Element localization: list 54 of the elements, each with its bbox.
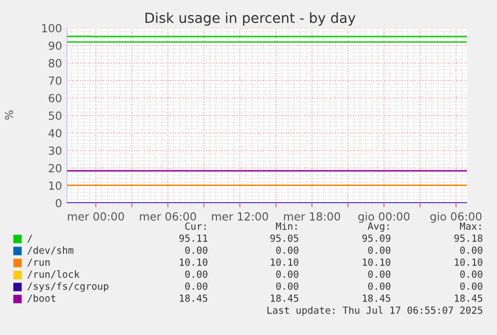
text: 0.00 (460, 282, 482, 290)
text: Cur: (185, 222, 206, 230)
text: 0.00 (368, 246, 390, 254)
text: 0.00 (368, 282, 390, 290)
x-tick-label: gio 00:00 (358, 212, 410, 223)
y-tick-label: 40 (48, 128, 62, 138)
y-tick-label: 90 (48, 41, 62, 50)
text: 0.00 (460, 246, 482, 254)
legend-label: / (27, 234, 32, 243)
text: 95.18 (454, 234, 482, 242)
text: 95.11 (179, 234, 208, 242)
y-tick-label: 10 (49, 181, 62, 190)
text: Last update: Thu Jul 17 06:55:07 2025 (267, 306, 482, 316)
text: 18.45 (180, 294, 208, 302)
x-tick-label: mer 18:00 (284, 212, 340, 221)
legend-label: /sys/fs/cgroup (27, 282, 108, 292)
x-tick-label: gio 06:00 (430, 212, 482, 223)
text: 10.10 (454, 258, 482, 266)
y-tick-label: 20 (48, 164, 62, 172)
text: Max: (460, 222, 481, 230)
y-tick-label: 50 (48, 111, 62, 120)
text: 95.09 (362, 234, 390, 242)
y-tick-label: 100 (42, 24, 62, 32)
y-axis-title: % (4, 110, 14, 120)
legend-label: /boot (27, 294, 56, 303)
text: 0.00 (368, 270, 390, 278)
text: 18.45 (270, 294, 298, 302)
text: 95.05 (270, 234, 298, 242)
legend-label: /dev/shm (27, 246, 74, 255)
text: 18.45 (454, 294, 482, 302)
x-tick-label: mer 00:00 (68, 212, 124, 221)
text: 0.00 (185, 246, 208, 254)
text: 18.45 (362, 294, 390, 302)
x-tick-label: mer 12:00 (212, 212, 268, 221)
text: Min: (276, 222, 297, 230)
text: 10.10 (270, 258, 298, 266)
text: 0.00 (460, 270, 482, 278)
text: 0.00 (276, 282, 298, 290)
text: 0.00 (276, 246, 298, 254)
text: 0.00 (185, 282, 208, 290)
legend-label: /run (27, 258, 50, 267)
y-tick-label: 70 (48, 76, 62, 85)
text: 0.00 (185, 270, 208, 278)
text: Avg: (368, 222, 389, 232)
text: 0.00 (276, 270, 298, 278)
y-tick-label: 0 (56, 198, 62, 208)
chart-title: Disk usage in percent - by day (146, 12, 356, 26)
text: 10.10 (180, 258, 208, 266)
y-tick-label: 60 (48, 94, 62, 102)
legend-label: /run/lock (27, 270, 80, 279)
x-tick-label: mer 06:00 (140, 212, 196, 221)
text: 10.10 (362, 258, 390, 266)
y-tick-label: 80 (48, 58, 62, 68)
y-tick-label: 30 (48, 146, 62, 155)
